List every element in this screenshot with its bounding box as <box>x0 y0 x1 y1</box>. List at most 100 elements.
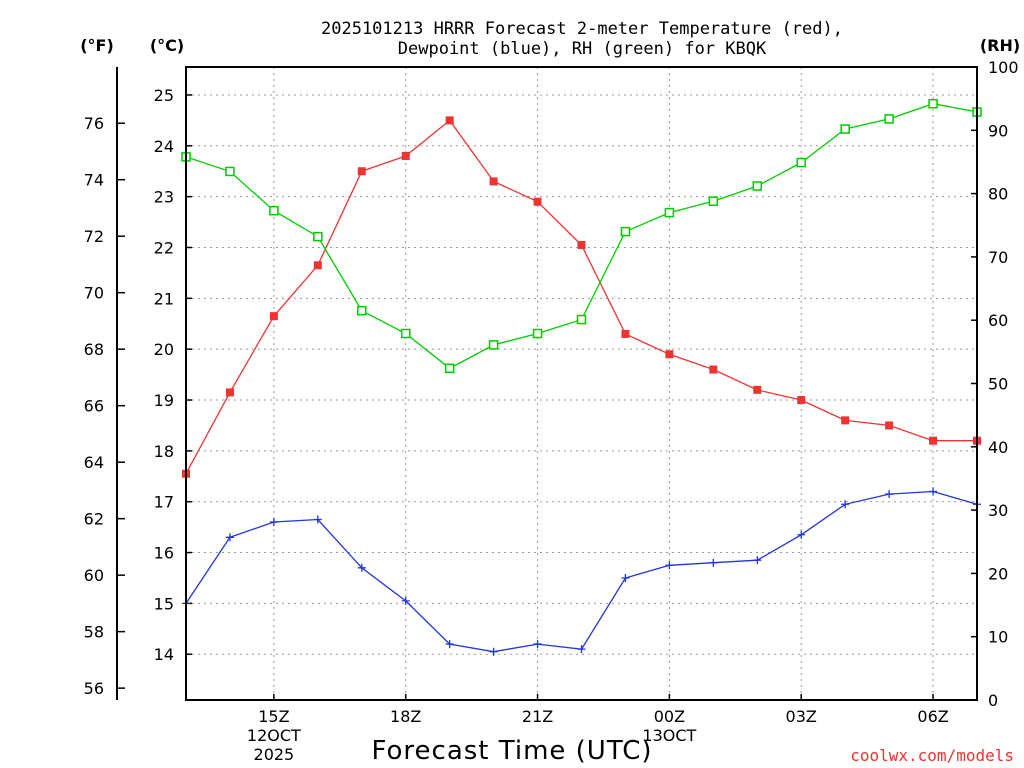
dewpoint-point <box>797 530 806 539</box>
dewpoint-point <box>709 558 718 567</box>
rh-line <box>185 103 978 370</box>
rh-point <box>444 363 455 374</box>
celsius-tick-label: 19 <box>154 391 174 410</box>
celsius-tick-label: 18 <box>154 442 174 461</box>
rh-point <box>796 157 806 168</box>
dewpoint-point <box>841 500 850 509</box>
celsius-tick-label: 20 <box>154 340 174 359</box>
time-tick-label: 03Z <box>786 707 817 726</box>
rh-point <box>708 196 719 206</box>
2-meter-temperature-point <box>885 421 894 430</box>
rh-point <box>840 124 850 134</box>
dewpoint-point <box>753 556 762 565</box>
2-meter-temperature-point <box>533 197 542 206</box>
time-tick-label: 21Z <box>522 707 553 726</box>
rh-tick-label: 100 <box>988 58 1019 77</box>
dewpoint-point <box>885 490 894 499</box>
rh-point <box>400 328 411 339</box>
dewpoint-point <box>489 647 498 656</box>
time-tick-label: 06Z <box>917 707 948 726</box>
time-tick-label: 13OCT <box>642 726 696 745</box>
celsius-tick-label: 24 <box>154 137 174 156</box>
rh-tick-label: 0 <box>988 691 998 710</box>
2-meter-temperature-point <box>621 329 630 338</box>
rh-point <box>269 205 279 216</box>
fahrenheit-axis: 56 58 60 62 64 66 68 70 72 74 76 <box>84 67 125 700</box>
dewpoint-point <box>929 487 938 496</box>
dewpoint-point <box>621 573 630 582</box>
rh-tick-label: 70 <box>988 248 1008 267</box>
2-meter-temperature-line <box>185 119 977 475</box>
2-meter-temperature-point <box>357 167 366 176</box>
dewpoint-point <box>401 596 410 605</box>
time-tick-label: 00Z <box>654 707 685 726</box>
celsius-unit-label: (°C) <box>150 36 184 55</box>
celsius-tick-label: 16 <box>154 544 174 563</box>
rh-point <box>225 166 235 177</box>
chart-title-line-2: Dewpoint (blue), RH (green) for KBQK <box>398 39 767 59</box>
2-meter-temperature-point <box>313 261 322 270</box>
x-axis-label: Forecast Time (UTC) <box>371 736 652 766</box>
2-meter-temperature-point <box>797 396 806 405</box>
rh-tick-label: 10 <box>988 628 1008 647</box>
rh-point <box>576 314 587 325</box>
rh-point <box>357 305 367 316</box>
rh-point <box>664 207 675 218</box>
series-layer <box>181 98 982 656</box>
fahrenheit-tick-label: 66 <box>84 397 104 416</box>
dewpoint-point <box>225 533 234 542</box>
fahrenheit-tick-label: 60 <box>84 566 104 585</box>
rh-tick-label: 30 <box>988 501 1008 520</box>
rh-tick-label: 20 <box>988 564 1008 583</box>
2-meter-temperature-point <box>577 240 586 249</box>
dewpoint-point <box>533 640 542 649</box>
celsius-tick-label: 22 <box>154 238 174 257</box>
celsius-tick-label: 25 <box>154 86 174 105</box>
rh-point <box>532 328 543 339</box>
2-meter-temperature-point <box>753 385 762 394</box>
2-meter-temperature-point <box>489 177 498 186</box>
dewpoint-point <box>269 518 278 527</box>
celsius-tick-label: 14 <box>154 645 174 664</box>
dewpoint-point <box>357 563 366 572</box>
fahrenheit-tick-label: 68 <box>84 340 104 359</box>
dewpoint-point <box>665 561 674 570</box>
rh-point <box>313 231 323 242</box>
rh-point <box>884 114 894 124</box>
celsius-tick-label: 15 <box>154 594 174 613</box>
celsius-tick-label: 17 <box>154 493 174 512</box>
2-meter-temperature-point <box>709 365 718 374</box>
plot-frame <box>185 66 978 701</box>
time-tick-label: 15Z <box>258 707 289 726</box>
rh-unit-label: (RH) <box>980 36 1020 55</box>
2-meter-temperature-point <box>445 116 454 125</box>
fahrenheit-tick-label: 62 <box>84 510 104 529</box>
rh-point <box>488 340 499 350</box>
time-tick-label: 2025 <box>254 745 295 764</box>
fahrenheit-tick-label: 56 <box>84 679 104 698</box>
rh-axis: 0 10 20 30 40 50 60 70 80 90 100 <box>971 58 1019 710</box>
rh-tick-label: 90 <box>988 121 1008 140</box>
rh-tick-label: 60 <box>988 311 1008 330</box>
celsius-tick-label: 23 <box>154 188 174 207</box>
2-meter-temperature-point <box>401 151 410 160</box>
2-meter-temperature-point <box>225 388 234 397</box>
rh-point <box>620 226 631 237</box>
fahrenheit-tick-label: 70 <box>84 284 104 303</box>
dewpoint-line <box>185 490 978 653</box>
celsius-tick-label: 21 <box>154 289 174 308</box>
rh-tick-label: 40 <box>988 438 1008 457</box>
2-meter-temperature-point <box>929 436 938 445</box>
chart-title-line-1: 2025101213 HRRR Forecast 2-meter Tempera… <box>321 19 843 39</box>
dewpoint-point <box>577 645 586 654</box>
2-meter-temperature-point <box>269 312 278 321</box>
2-meter-temperature-point <box>841 416 850 425</box>
time-tick-label: 18Z <box>390 707 421 726</box>
fahrenheit-tick-label: 72 <box>84 227 104 246</box>
rh-point <box>752 181 763 191</box>
credit-text: coolwx.com/models <box>850 746 1014 765</box>
dewpoint-point <box>445 640 454 649</box>
rh-point <box>928 98 938 109</box>
